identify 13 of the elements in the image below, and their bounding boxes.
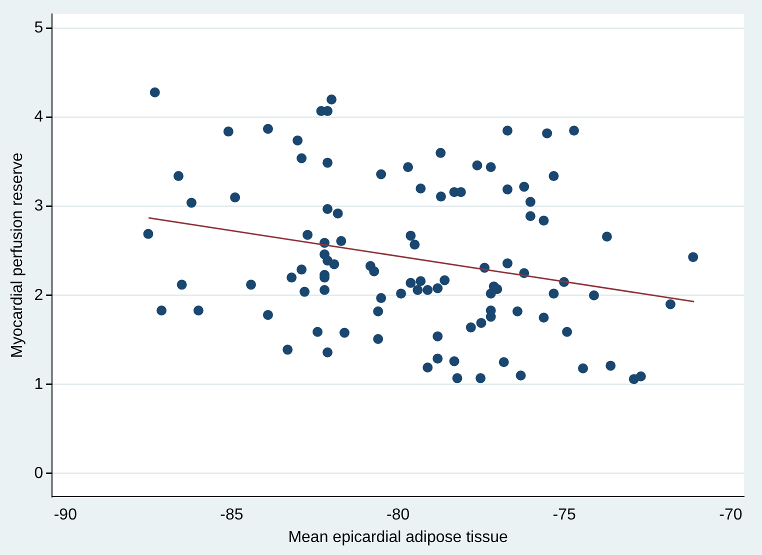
x-axis-title: Mean epicardial adipose tissue — [288, 528, 508, 546]
y-tick-label: 3 — [34, 198, 44, 215]
x-tick-label: -85 — [220, 506, 244, 524]
y-tick-label: 4 — [34, 108, 44, 126]
y-tick-label: 0 — [34, 464, 44, 482]
x-tick-label: -80 — [386, 506, 410, 524]
y-tick-label: 5 — [34, 20, 44, 37]
x-tick-label: -70 — [719, 506, 742, 524]
y-axis-title: Myocardial perfusion reserve — [9, 152, 26, 358]
y-tick-label: 1 — [34, 376, 44, 393]
x-tick-label: -90 — [54, 506, 78, 524]
y-tick-label: 2 — [34, 286, 44, 304]
x-tick-label: -75 — [552, 506, 576, 524]
